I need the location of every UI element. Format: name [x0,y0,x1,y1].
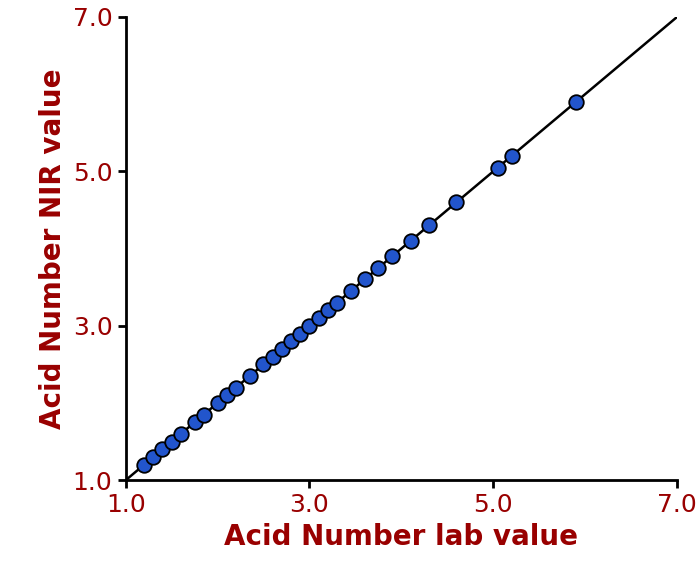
Y-axis label: Acid Number NIR value: Acid Number NIR value [39,68,67,429]
Point [322,306,334,315]
Point [387,252,398,261]
Point [285,337,297,346]
Point [221,391,232,400]
Point [212,398,223,407]
Point [230,383,242,392]
Point [451,198,462,207]
Point [304,321,315,331]
Point [267,352,279,361]
Point [492,163,503,172]
Point [166,437,177,446]
Point [198,410,209,419]
Point [373,263,384,272]
Point [332,298,343,307]
Point [276,345,288,354]
Point [295,329,306,338]
Point [157,445,168,454]
Point [148,453,159,462]
Point [405,236,416,245]
Point [570,97,581,106]
Point [138,460,149,470]
Point [506,151,517,160]
Point [175,429,186,438]
X-axis label: Acid Number lab value: Acid Number lab value [224,523,579,551]
Point [346,286,357,295]
Point [258,360,269,369]
Point [189,418,200,427]
Point [359,275,370,284]
Point [313,314,324,323]
Point [423,221,434,230]
Point [244,372,255,381]
